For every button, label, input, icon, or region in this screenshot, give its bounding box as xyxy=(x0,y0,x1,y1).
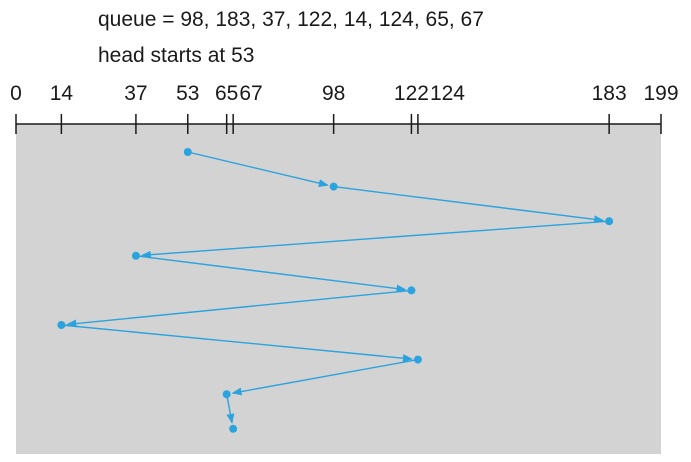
seek-segment xyxy=(135,255,407,293)
queue-caption: queue = 98, 183, 37, 122, 14, 124, 65, 6… xyxy=(98,8,484,31)
track-panel xyxy=(16,124,661,454)
head-start-caption: head starts at 53 xyxy=(98,44,255,67)
head-start-point xyxy=(183,148,192,156)
axis-tick-label: 98 xyxy=(322,82,345,105)
axis-tick-label: 67 xyxy=(239,82,262,105)
request-point xyxy=(329,182,338,191)
axis-tick-label: 65 xyxy=(215,82,238,105)
request-point xyxy=(57,321,66,329)
axis-tick-label: 53 xyxy=(176,82,199,105)
request-point xyxy=(407,286,416,295)
seek-segment xyxy=(61,324,413,363)
axis-tick-label: 183 xyxy=(592,82,627,105)
axis-tick-label: 124 xyxy=(430,82,465,105)
seek-segment xyxy=(231,358,419,396)
seek-segment xyxy=(140,220,610,259)
axis-tick-label: 14 xyxy=(50,82,74,105)
request-point xyxy=(413,355,422,364)
axis-tick-label: 199 xyxy=(643,82,678,105)
seek-segment xyxy=(187,151,329,188)
request-point xyxy=(131,251,140,260)
axis-tick-label: 37 xyxy=(124,82,147,105)
seek-segment xyxy=(225,394,235,424)
request-point xyxy=(222,390,231,399)
seek-segment xyxy=(66,289,412,328)
axis-tick-label: 0 xyxy=(10,82,22,105)
axis-tick-label: 122 xyxy=(394,82,429,105)
request-point xyxy=(229,424,238,433)
request-point xyxy=(605,217,614,226)
seek-segment xyxy=(333,185,605,224)
